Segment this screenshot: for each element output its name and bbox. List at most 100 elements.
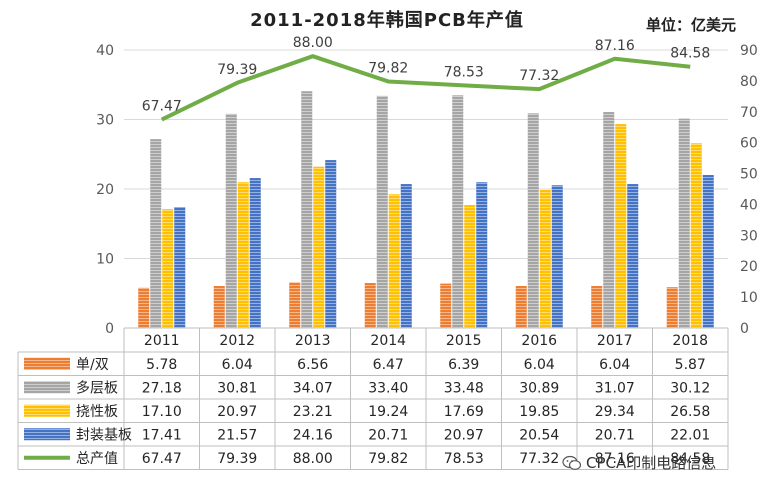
line-total [160, 54, 691, 122]
legend-swatch-texture [24, 428, 70, 441]
bar-texture [452, 95, 464, 329]
bar-texture [364, 283, 376, 328]
table-cell: 27.18 [142, 380, 182, 396]
y-right-tick-label: 80 [740, 74, 758, 90]
legend-swatch-texture [24, 404, 70, 417]
bar-texture [289, 282, 301, 328]
table-cell: 29.34 [595, 404, 635, 420]
bar-texture [400, 184, 412, 328]
y-left-tick-label: 30 [96, 113, 114, 129]
line-data-label: 87.16 [595, 38, 635, 54]
table-cell: 6.56 [297, 357, 328, 373]
table-cell: 5.78 [146, 357, 177, 373]
table-cell: 34.07 [293, 380, 333, 396]
bar-texture [627, 184, 639, 328]
table-cell: 6.47 [373, 357, 404, 373]
bar-texture [591, 286, 603, 328]
table-cell: 22.01 [670, 427, 710, 443]
table-cell: 30.81 [217, 380, 257, 396]
line-data-label: 84.58 [670, 46, 710, 62]
bar-texture [690, 143, 702, 328]
bar-texture [515, 286, 527, 328]
line-series: 67.47 79.39 88.00 79.82 78.53 77.32 87.16 84.58 [142, 35, 710, 122]
y-right-tick-label: 20 [740, 259, 758, 275]
wechat-icon [562, 455, 582, 470]
y-right-tick-label: 0 [740, 321, 749, 337]
bar-texture [313, 166, 325, 328]
bar-texture [162, 209, 174, 328]
table-cell: 17.10 [142, 404, 182, 420]
bar-texture [237, 182, 249, 328]
data-table: 2011 2012 2013 2014 2015 2016 2017 2018 单/双 5.78 6… [17, 327, 729, 470]
bar-texture [325, 160, 337, 328]
y-left-tick-label: 40 [96, 43, 114, 59]
bar-texture [615, 124, 627, 328]
line-data-label: 78.53 [444, 64, 484, 80]
legend-label: 封装基板 [76, 426, 132, 443]
bar-texture [174, 207, 186, 328]
bar-texture [213, 286, 225, 328]
x-tick-label: 2013 [295, 333, 331, 349]
bars [138, 91, 714, 329]
table-cell: 33.40 [368, 380, 408, 396]
table-cell: 31.07 [595, 380, 635, 396]
table-cell: 17.41 [142, 427, 182, 443]
y-axis-right: 0 10 20 30 40 50 60 70 80 90 [740, 43, 758, 337]
bar-texture [603, 112, 615, 328]
legend-swatch-texture [24, 381, 70, 394]
table-cell: 26.58 [670, 404, 710, 420]
x-tick-label: 2014 [370, 333, 406, 349]
table-cell: 20.97 [217, 404, 257, 420]
watermark: CPCA印制电路信息 [562, 452, 716, 473]
watermark-text: CPCA印制电路信息 [586, 454, 717, 472]
y-right-tick-label: 60 [740, 136, 758, 152]
table-cell: 87.16 [595, 451, 635, 467]
bar-texture [464, 205, 476, 328]
table-cell: 79.39 [217, 451, 257, 467]
legend-swatch-texture [24, 357, 70, 370]
line-data-label: 67.47 [142, 99, 182, 115]
x-tick-label: 2016 [521, 333, 557, 349]
bar-texture [527, 113, 539, 328]
y-left-tick-label: 0 [105, 321, 114, 337]
y-right-tick-label: 90 [740, 43, 758, 59]
x-tick-label: 2012 [219, 333, 255, 349]
bar-texture [249, 178, 261, 328]
table-cell: 20.54 [519, 427, 559, 443]
bar-texture [376, 95, 388, 329]
chart-title: 2011-2018年韩国PCB年产值 [250, 10, 524, 31]
table-cell: 77.32 [519, 451, 559, 467]
x-tick-label: 2011 [144, 333, 180, 349]
line-data-label: 79.82 [368, 60, 408, 76]
x-tick-label: 2017 [597, 333, 633, 349]
bar-texture [440, 283, 452, 328]
table-cell: 5.87 [675, 357, 706, 373]
y-right-tick-label: 30 [740, 228, 758, 244]
legend-label: 多层板 [76, 379, 118, 396]
x-tick-label: 2015 [446, 333, 482, 349]
bar-texture [138, 287, 150, 328]
table-cell: 20.97 [444, 427, 484, 443]
table-cell: 78.53 [444, 451, 484, 467]
bar-texture [225, 113, 237, 328]
bar-texture [678, 118, 690, 328]
y-axis-left: 0 10 20 30 40 [96, 43, 114, 337]
table-cell: 21.57 [217, 427, 257, 443]
y-right-tick-label: 40 [740, 197, 758, 213]
bar-texture [666, 287, 678, 328]
legend-label: 总产值 [76, 451, 118, 467]
y-right-tick-label: 10 [740, 290, 758, 306]
y-left-tick-label: 10 [96, 252, 114, 268]
table-cell: 6.04 [222, 357, 253, 373]
table-cell: 24.16 [293, 427, 333, 443]
table-cell: 6.39 [448, 357, 479, 373]
line-data-label: 77.32 [519, 68, 559, 84]
line-data-label: 79.39 [217, 62, 257, 78]
y-right-tick-label: 50 [740, 167, 758, 183]
table-cell: 20.71 [368, 427, 408, 443]
bar-texture [476, 182, 488, 328]
table-cell: 88.00 [293, 451, 333, 467]
bar-texture [551, 185, 563, 328]
bar-texture [301, 91, 313, 328]
